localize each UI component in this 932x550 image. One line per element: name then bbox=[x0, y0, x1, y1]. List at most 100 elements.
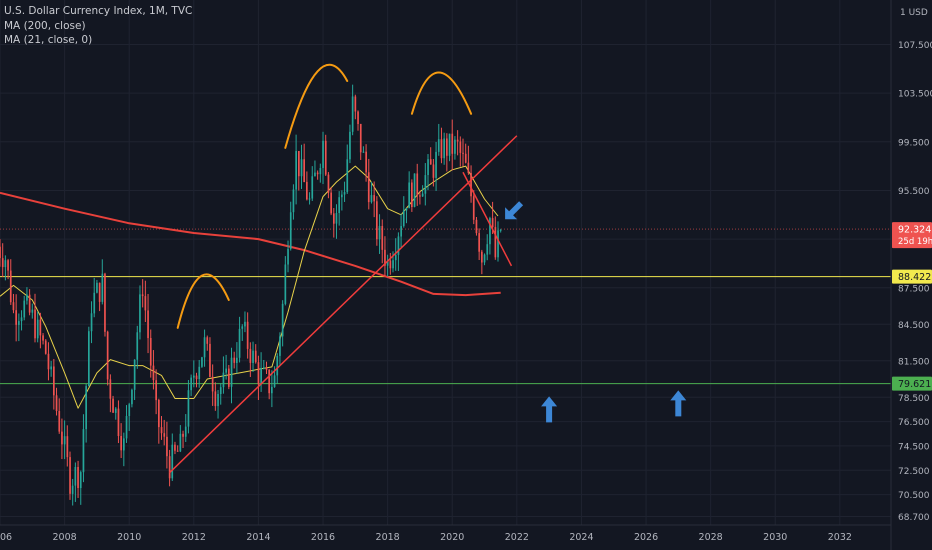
candle-body bbox=[394, 254, 397, 261]
candle-body bbox=[160, 427, 163, 434]
target-level-badge-bg bbox=[892, 376, 932, 391]
candle-body bbox=[373, 195, 375, 202]
ma200-legend[interactable]: MA (200, close) bbox=[4, 19, 86, 32]
candle-body bbox=[443, 138, 445, 159]
candle-body bbox=[85, 386, 87, 430]
candle-body bbox=[230, 357, 233, 387]
year-tick-label: 2028 bbox=[699, 532, 723, 543]
arrow-shape bbox=[541, 396, 558, 423]
candle-body bbox=[90, 313, 93, 332]
candle-body bbox=[494, 227, 497, 258]
candle-body bbox=[158, 400, 160, 428]
candle-body bbox=[174, 444, 176, 451]
candle-body bbox=[349, 131, 351, 160]
arrow-shape bbox=[505, 201, 524, 220]
candle-body bbox=[359, 123, 362, 153]
candle-body bbox=[131, 389, 133, 405]
candle-body bbox=[478, 233, 480, 252]
year-tick-label: 2030 bbox=[763, 532, 787, 543]
candle-body bbox=[26, 294, 28, 301]
year-tick-label: 2006 bbox=[0, 532, 12, 543]
candle-body bbox=[424, 175, 427, 194]
candle-body bbox=[88, 331, 90, 387]
candle-body bbox=[222, 372, 225, 388]
candle-body bbox=[249, 348, 252, 363]
candle-body bbox=[376, 201, 378, 240]
descending-trendline bbox=[462, 171, 513, 267]
candle-body bbox=[381, 226, 384, 250]
candle-body bbox=[166, 436, 168, 457]
candle-body bbox=[104, 273, 106, 332]
candle-body bbox=[128, 404, 131, 416]
candle-body bbox=[411, 182, 413, 207]
price-tick-label: 78.500 bbox=[898, 394, 930, 404]
candle-body bbox=[225, 368, 227, 373]
candle-body bbox=[432, 164, 435, 178]
year-tick-label: 2012 bbox=[182, 532, 206, 543]
chart-legend: U.S. Dollar Currency Index, 1M, TVC MA (… bbox=[4, 4, 192, 48]
candle-body bbox=[446, 138, 448, 156]
candle-body bbox=[120, 436, 122, 451]
candle-body bbox=[397, 236, 400, 255]
candle-body bbox=[252, 350, 254, 363]
candle-body bbox=[451, 133, 454, 154]
candle-body bbox=[171, 444, 174, 479]
price-axis[interactable]: 1 USD107.500103.50099.50095.50091.50087.… bbox=[890, 0, 932, 550]
candle-body bbox=[298, 151, 300, 177]
candle-body bbox=[9, 270, 12, 303]
candle-body bbox=[77, 467, 79, 488]
candle-body bbox=[389, 260, 392, 269]
candle-body bbox=[112, 398, 114, 413]
candle-body bbox=[139, 294, 141, 333]
candle-body bbox=[263, 367, 265, 369]
candle-body bbox=[155, 380, 157, 401]
candle-body bbox=[322, 140, 324, 168]
candle-body bbox=[470, 172, 472, 197]
candle-body bbox=[483, 254, 486, 263]
candle-body bbox=[435, 151, 437, 178]
symbol-title[interactable]: U.S. Dollar Currency Index, 1M, TVC bbox=[4, 5, 193, 17]
candle-body bbox=[114, 408, 117, 413]
year-tick-label: 2032 bbox=[828, 532, 852, 543]
candle-body bbox=[168, 456, 171, 479]
candle-body bbox=[152, 365, 155, 381]
ma21-legend[interactable]: MA (21, close, 0) bbox=[4, 34, 93, 46]
candle-body bbox=[327, 174, 330, 193]
pattern-arc bbox=[410, 71, 473, 115]
candle-body bbox=[176, 450, 179, 452]
candle-body bbox=[39, 319, 42, 336]
year-tick-label: 2010 bbox=[117, 532, 141, 543]
candle-body bbox=[1, 258, 4, 268]
grid bbox=[0, 0, 891, 525]
price-tick-label: 95.500 bbox=[898, 187, 930, 197]
up-arrow-icon bbox=[541, 396, 558, 423]
pattern-arc bbox=[176, 273, 230, 329]
candle-body bbox=[319, 168, 322, 175]
candle-body bbox=[311, 176, 314, 199]
candle-body bbox=[18, 321, 20, 325]
price-tick-label: 87.500 bbox=[898, 284, 930, 294]
time-axis[interactable]: 2006 2008 2010 2012 2014 2016 2018 2020 2022 2024… bbox=[0, 524, 891, 543]
candle-body bbox=[93, 292, 96, 314]
candle-body bbox=[44, 340, 47, 354]
candle-body bbox=[190, 377, 192, 391]
candle-body bbox=[133, 359, 136, 390]
candle-body bbox=[20, 317, 23, 322]
candle-body bbox=[384, 249, 386, 266]
candle-body bbox=[416, 173, 419, 196]
candle-body bbox=[370, 195, 373, 203]
candle-body bbox=[402, 210, 405, 227]
candle-body bbox=[66, 436, 69, 458]
price-tick-label: 72.500 bbox=[898, 467, 930, 477]
candle-body bbox=[287, 248, 289, 265]
candle-body bbox=[427, 159, 429, 175]
year-tick-label: 2016 bbox=[311, 532, 335, 543]
candle-body bbox=[448, 133, 451, 156]
candle-body bbox=[63, 436, 66, 445]
candle-body bbox=[316, 172, 319, 175]
candle-body bbox=[28, 294, 31, 313]
candle-body bbox=[50, 366, 52, 370]
candle-body bbox=[346, 159, 349, 193]
candle-body bbox=[12, 302, 15, 311]
